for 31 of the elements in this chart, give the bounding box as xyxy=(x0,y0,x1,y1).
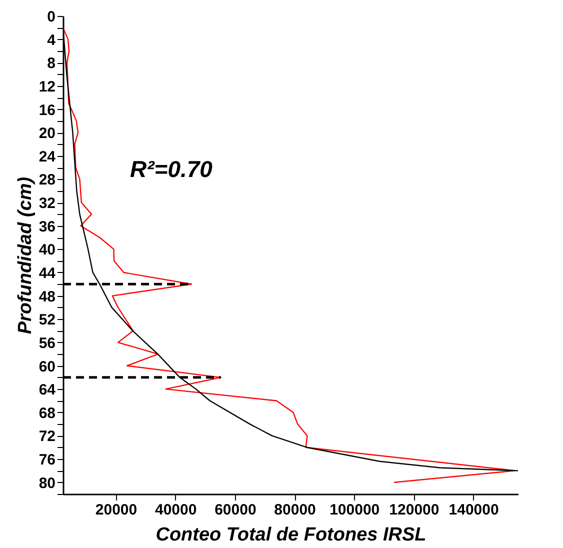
x-tick-label: 100000 xyxy=(330,502,380,518)
x-tick-label: 20000 xyxy=(95,502,138,518)
y-tick-label: 48 xyxy=(38,288,56,306)
y-tick-label: 12 xyxy=(38,78,56,96)
y-tick-label: 60 xyxy=(38,358,56,376)
y-tick-label: 52 xyxy=(38,312,56,329)
y-tick-label: 72 xyxy=(38,428,56,446)
y-tick-label: 32 xyxy=(38,195,56,212)
y-tick-label: 20 xyxy=(38,125,56,142)
y-tick-label: 28 xyxy=(38,172,56,189)
x-tick-label: 140000 xyxy=(448,502,499,518)
x-axis-title: Conteo Total de Fotones IRSL xyxy=(156,524,426,546)
x-tick-label: 60000 xyxy=(214,502,256,518)
y-tick-label: 8 xyxy=(47,55,56,72)
y-tick-label: 44 xyxy=(38,264,56,282)
y-tick-label: 76 xyxy=(38,452,56,469)
y-tick-label: 36 xyxy=(38,218,56,236)
annotation: R²=0.70 xyxy=(130,156,213,182)
y-tick-label: 68 xyxy=(38,404,56,422)
y-tick-label: 56 xyxy=(38,334,56,352)
x-tick-label: 120000 xyxy=(389,502,440,518)
y-tick-label: 4 xyxy=(47,32,56,49)
y-axis-title: Profundidad (cm) xyxy=(14,176,36,334)
y-tick-label: 16 xyxy=(38,102,56,119)
y-tick-label: 0 xyxy=(47,8,56,26)
y-tick-label: 40 xyxy=(38,242,56,259)
y-tick-label: 64 xyxy=(38,382,56,399)
y-tick-label: 24 xyxy=(38,148,56,166)
x-tick-label: 80000 xyxy=(274,502,316,518)
y-tick-label: 80 xyxy=(38,474,56,492)
x-tick-label: 40000 xyxy=(154,502,197,518)
